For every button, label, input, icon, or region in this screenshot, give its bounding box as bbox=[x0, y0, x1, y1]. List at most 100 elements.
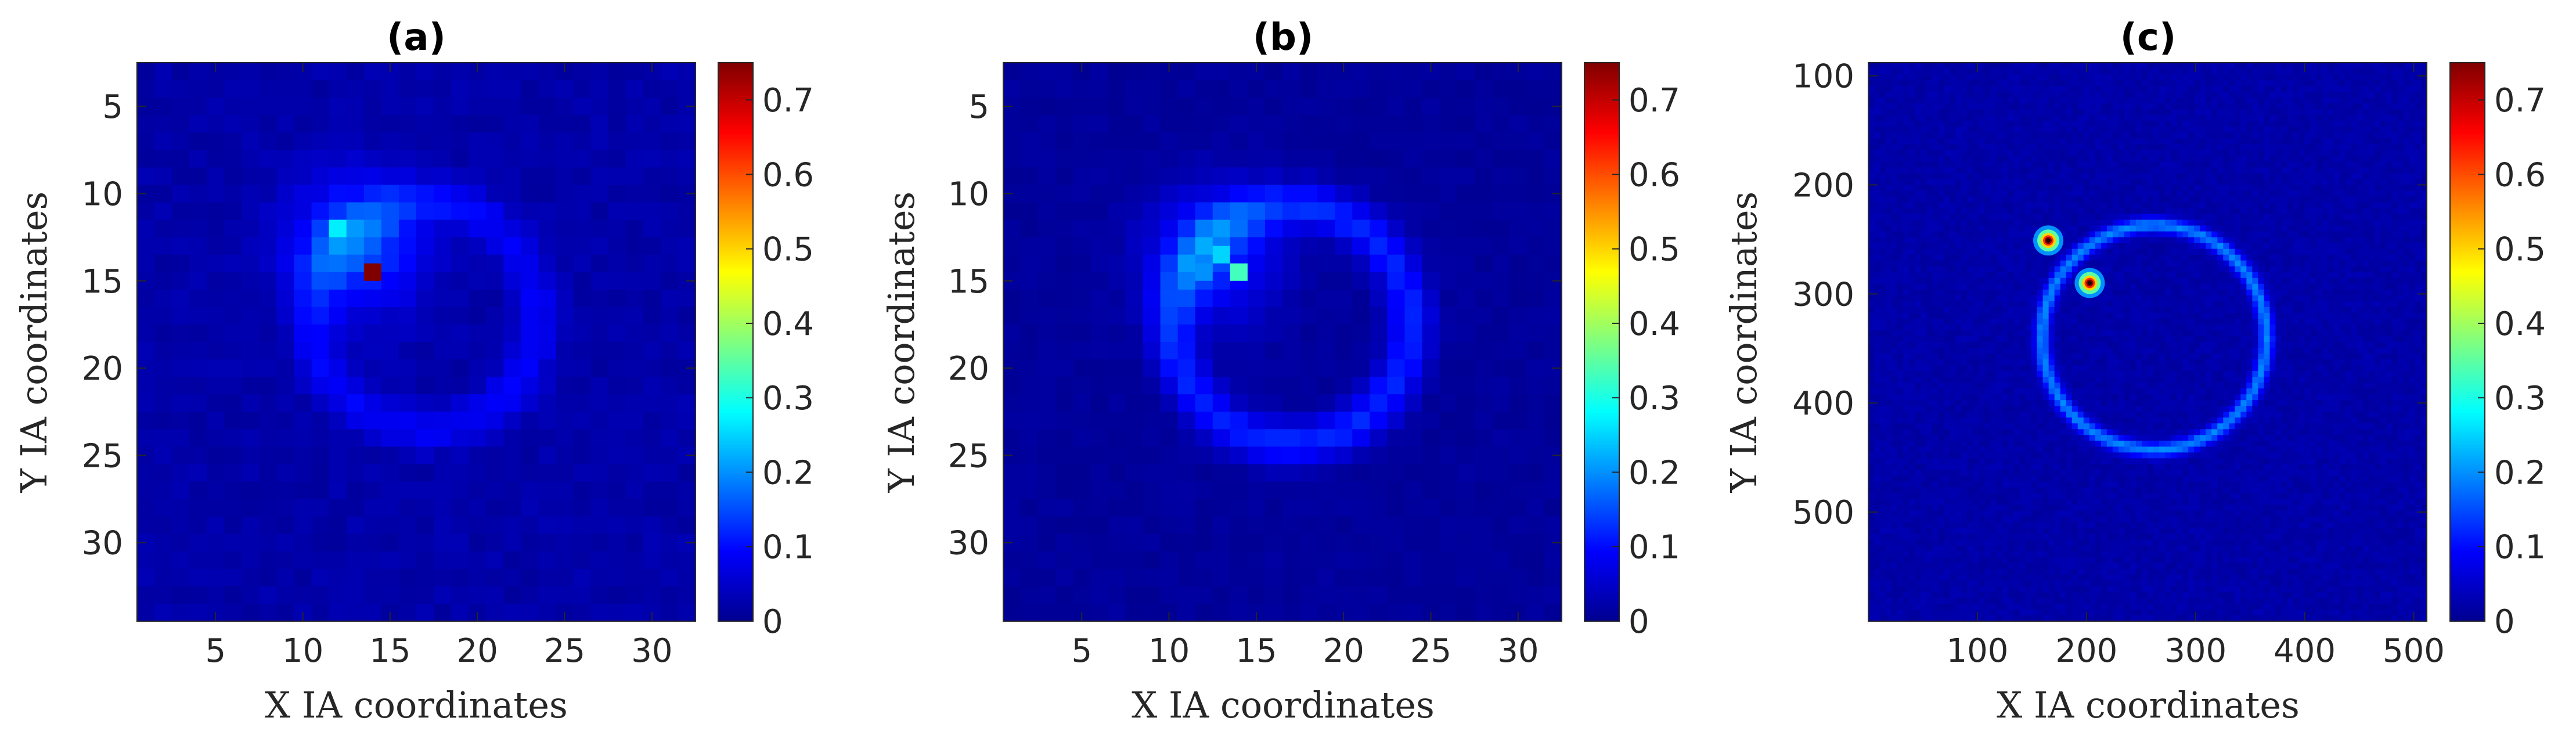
heatmap-cell bbox=[2420, 132, 2427, 139]
heatmap-cell bbox=[2397, 121, 2404, 127]
heatmap-cell bbox=[1439, 359, 1458, 377]
heatmap-cell bbox=[1160, 429, 1179, 447]
heatmap-cell bbox=[2135, 132, 2142, 139]
heatmap-cell bbox=[1282, 185, 1300, 203]
heatmap-cell bbox=[2420, 214, 2427, 221]
heatmap-cell bbox=[1944, 86, 1950, 92]
heatmap-cell bbox=[2217, 167, 2224, 174]
heatmap-cell bbox=[2089, 92, 2096, 98]
heatmap-cell bbox=[1897, 214, 1904, 221]
heatmap-cell bbox=[2188, 214, 2195, 221]
heatmap-cell bbox=[2298, 98, 2305, 104]
heatmap-cell bbox=[625, 464, 644, 482]
heatmap-cell bbox=[2182, 98, 2189, 104]
heatmap-cell bbox=[276, 377, 295, 395]
heatmap-cell bbox=[2031, 196, 2038, 203]
heatmap-cell bbox=[398, 394, 417, 412]
heatmap-cell bbox=[2077, 167, 2084, 174]
heatmap-cell bbox=[2298, 92, 2305, 98]
heatmap-cell bbox=[1526, 446, 1545, 465]
heatmap-cell bbox=[2246, 109, 2253, 116]
heatmap-cell bbox=[2351, 150, 2358, 156]
heatmap-cell bbox=[1300, 429, 1318, 447]
heatmap-cell bbox=[2391, 161, 2398, 168]
heatmap-cell bbox=[2362, 167, 2369, 174]
heatmap-cell bbox=[1177, 586, 1196, 604]
heatmap-cell bbox=[2217, 80, 2224, 86]
heatmap-cell bbox=[1903, 208, 1910, 215]
heatmap-cell bbox=[2333, 156, 2340, 162]
heatmap-cell bbox=[1474, 603, 1493, 622]
heatmap-cell bbox=[1984, 121, 1991, 127]
heatmap-cell bbox=[2235, 156, 2241, 162]
panel-a-xlabel: X IA coordinates bbox=[265, 684, 568, 726]
heatmap-cell bbox=[1422, 446, 1440, 465]
heatmap-cell bbox=[1335, 551, 1353, 569]
heatmap-cell bbox=[1880, 138, 1886, 145]
heatmap-cell bbox=[1474, 237, 1493, 255]
heatmap-cell bbox=[398, 115, 417, 133]
heatmap-cell bbox=[2264, 92, 2271, 98]
heatmap-cell bbox=[2415, 69, 2422, 75]
heatmap-cell bbox=[1247, 446, 1266, 465]
heatmap-cell bbox=[2275, 80, 2282, 86]
heatmap-cell bbox=[2031, 63, 2038, 69]
heatmap-cell bbox=[1317, 98, 1335, 116]
heatmap-cell bbox=[538, 289, 557, 308]
heatmap-cell bbox=[2351, 179, 2358, 186]
heatmap-cell bbox=[1874, 127, 1880, 133]
heatmap-cell bbox=[2328, 219, 2334, 226]
heatmap-cell bbox=[2071, 214, 2078, 221]
heatmap-cell bbox=[2211, 74, 2218, 81]
heatmap-cell bbox=[1404, 481, 1423, 500]
heatmap-cell bbox=[1264, 568, 1283, 587]
heatmap-cell bbox=[2095, 109, 2102, 116]
heatmap-cell bbox=[1973, 86, 1979, 92]
heatmap-cell bbox=[1950, 185, 1956, 192]
heatmap-cell bbox=[398, 254, 417, 273]
heatmap-cell bbox=[538, 237, 557, 255]
heatmap-cell bbox=[1264, 80, 1283, 98]
heatmap-cell bbox=[625, 568, 644, 587]
heatmap-cell bbox=[2159, 196, 2166, 203]
heatmap-cell bbox=[1021, 446, 1039, 465]
heatmap-cell bbox=[1038, 167, 1056, 186]
heatmap-cell bbox=[363, 603, 382, 622]
heatmap-cell bbox=[1915, 185, 1921, 192]
heatmap-cell bbox=[2409, 179, 2416, 186]
heatmap-cell bbox=[1932, 92, 1939, 98]
heatmap-cell bbox=[2083, 179, 2090, 186]
heatmap-cell bbox=[2345, 132, 2352, 139]
heatmap-cell bbox=[416, 394, 434, 412]
heatmap-cell bbox=[2182, 190, 2189, 197]
heatmap-cell bbox=[1439, 272, 1458, 290]
heatmap-cell bbox=[2200, 69, 2206, 75]
heatmap-cell bbox=[259, 533, 278, 552]
heatmap-cell bbox=[1973, 80, 1979, 86]
heatmap-cell bbox=[224, 324, 242, 343]
heatmap-cell bbox=[2112, 132, 2119, 139]
heatmap-cell bbox=[2345, 179, 2352, 186]
heatmap-cell bbox=[2357, 86, 2364, 92]
heatmap-cell bbox=[1921, 132, 1927, 139]
heatmap-cell bbox=[521, 202, 539, 221]
heatmap-cell bbox=[2106, 74, 2113, 81]
heatmap-cell bbox=[1909, 80, 1915, 86]
heatmap-cell bbox=[2415, 144, 2422, 150]
heatmap-cell bbox=[2159, 179, 2166, 186]
heatmap-cell bbox=[2328, 69, 2334, 75]
heatmap-cell bbox=[2095, 214, 2102, 221]
heatmap-cell bbox=[556, 412, 574, 430]
heatmap-cell bbox=[1404, 412, 1423, 430]
heatmap-cell bbox=[2246, 63, 2253, 69]
heatmap-cell bbox=[2316, 208, 2323, 215]
heatmap-cell bbox=[1909, 167, 1915, 174]
heatmap-cell bbox=[2177, 150, 2183, 156]
heatmap-cell bbox=[1474, 80, 1493, 98]
heatmap-cell bbox=[2351, 208, 2358, 215]
heatmap-cell bbox=[1880, 156, 1886, 162]
heatmap-cell bbox=[660, 80, 679, 98]
heatmap-cell bbox=[2339, 185, 2346, 192]
heatmap-cell bbox=[1868, 179, 1875, 186]
